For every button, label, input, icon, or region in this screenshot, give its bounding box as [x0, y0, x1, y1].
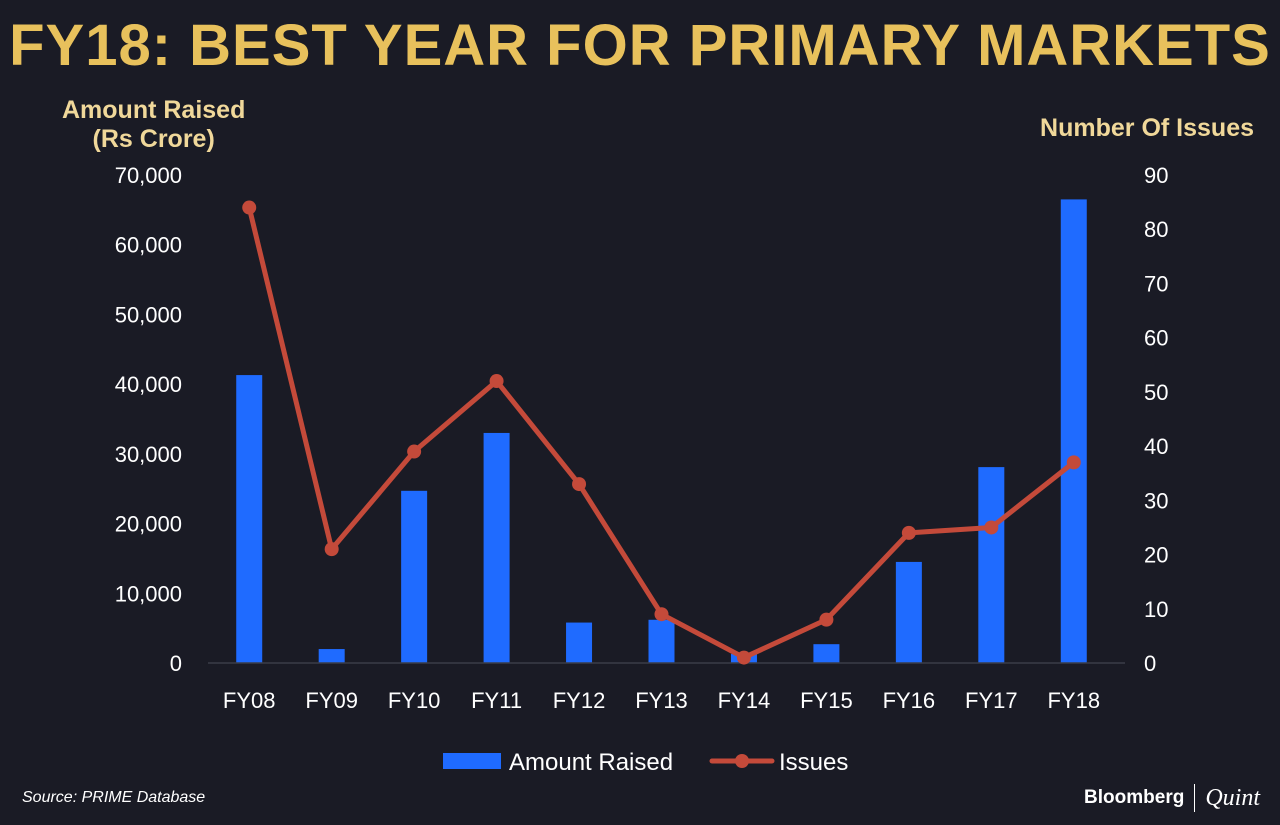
- x-tick-label: FY14: [718, 688, 771, 713]
- issues-point-FY09: [324, 542, 339, 557]
- left-tick-label: 30,000: [115, 442, 182, 467]
- issues-point-FY13: [654, 607, 669, 622]
- issues-point-FY16: [901, 525, 916, 540]
- right-tick-label: 90: [1144, 163, 1168, 188]
- right-tick-label: 50: [1144, 380, 1168, 405]
- bar-FY18: [1060, 199, 1087, 663]
- bar-FY10: [401, 490, 428, 663]
- left-axis-ticks: 0 10,000 20,000 30,000 40,000 50,000 60,000 70,…: [115, 163, 182, 676]
- brand-quint: Quint: [1205, 784, 1260, 811]
- bar-FY15: [813, 644, 840, 663]
- bar-FY17: [978, 467, 1005, 663]
- issues-point-FY08: [242, 200, 257, 215]
- issues-point-FY18: [1066, 455, 1081, 470]
- x-tick-label: FY18: [1047, 688, 1100, 713]
- issues-point-FY17: [984, 520, 999, 535]
- left-tick-label: 20,000: [115, 512, 182, 537]
- bar-FY16: [895, 561, 922, 663]
- issues-line: [246, 205, 1077, 661]
- x-tick-label: FY16: [883, 688, 936, 713]
- right-tick-label: 10: [1144, 597, 1168, 622]
- bar-FY11: [483, 432, 510, 663]
- bar-FY08: [236, 375, 263, 663]
- x-tick-label: FY12: [553, 688, 606, 713]
- right-tick-label: 60: [1144, 326, 1168, 351]
- x-tick-label: FY08: [223, 688, 276, 713]
- left-tick-label: 10,000: [115, 581, 182, 606]
- left-tick-label: 70,000: [115, 163, 182, 188]
- left-tick-label: 50,000: [115, 302, 182, 327]
- x-tick-label: FY10: [388, 688, 441, 713]
- source-note: Source: PRIME Database: [22, 789, 206, 806]
- legend-line-label: Issues: [779, 749, 848, 776]
- right-axis-title: Number Of Issues: [1040, 114, 1254, 142]
- x-tick-label: FY17: [965, 688, 1018, 713]
- issues-point-FY14: [736, 650, 751, 665]
- legend-bar-label: Amount Raised: [509, 749, 673, 776]
- right-tick-label: 40: [1144, 434, 1168, 459]
- issues-point-FY15: [819, 612, 834, 627]
- right-tick-label: 70: [1144, 271, 1168, 296]
- left-tick-label: 60,000: [115, 233, 182, 258]
- left-axis-title-line1: Amount Raised: [62, 96, 246, 124]
- x-axis-labels: FY08 FY09 FY10 FY11 FY12 FY13 FY14 FY15 FY16 FY17…: [223, 688, 1100, 713]
- line-series: [242, 200, 1081, 665]
- x-tick-label: FY09: [305, 688, 358, 713]
- issues-point-FY12: [572, 477, 587, 492]
- issues-point-FY11: [489, 374, 504, 389]
- right-tick-label: 80: [1144, 217, 1168, 242]
- x-tick-label: FY15: [800, 688, 853, 713]
- right-tick-label: 0: [1144, 651, 1156, 676]
- bar-FY13: [648, 619, 675, 663]
- brand-divider: [1194, 784, 1196, 812]
- bar-FY12: [566, 622, 593, 663]
- right-axis-ticks: 0 10 20 30 40 50 60 70 80 90: [1144, 163, 1168, 676]
- brand-bloomberg: Bloomberg: [1084, 787, 1185, 808]
- x-tick-label: FY13: [635, 688, 688, 713]
- left-tick-label: 0: [170, 651, 182, 676]
- bar-series: [236, 199, 1087, 663]
- chart-title: FY18: BEST YEAR FOR PRIMARY MARKETS: [9, 13, 1271, 78]
- left-axis-title-line2: (Rs Crore): [92, 125, 215, 153]
- issues-point-FY10: [407, 444, 422, 459]
- legend-bar-swatch: [443, 753, 501, 769]
- left-tick-label: 40,000: [115, 372, 182, 397]
- right-tick-label: 30: [1144, 488, 1168, 513]
- legend-line-marker: [735, 754, 749, 768]
- left-axis-title: Amount Raised (Rs Crore): [62, 96, 245, 154]
- right-tick-label: 20: [1144, 543, 1168, 568]
- x-tick-label: FY11: [471, 688, 522, 713]
- bar-FY09: [318, 649, 345, 663]
- legend: Amount Raised Issues: [443, 749, 848, 776]
- brand-logo: Bloomberg Quint: [1084, 784, 1260, 812]
